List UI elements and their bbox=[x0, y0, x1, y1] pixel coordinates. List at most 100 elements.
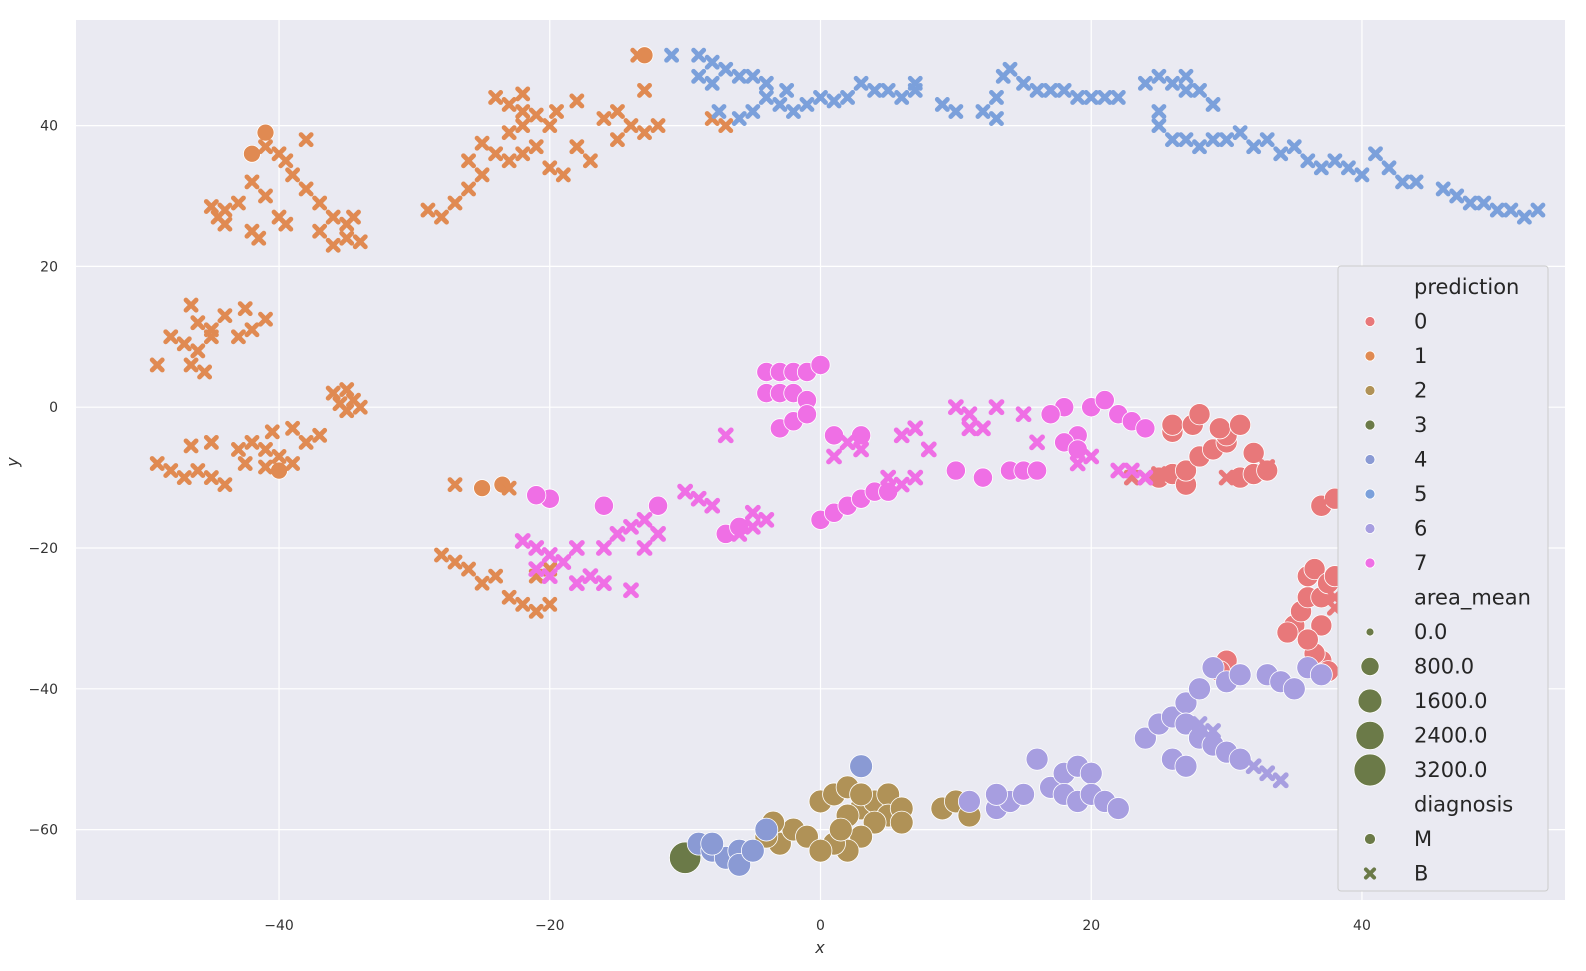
data-point bbox=[637, 125, 652, 141]
data-point bbox=[542, 118, 558, 134]
legend-entry-area-mean: 800.0 bbox=[1414, 655, 1474, 679]
data-point bbox=[813, 89, 828, 105]
data-point bbox=[285, 167, 301, 183]
data-point bbox=[461, 561, 477, 577]
data-point bbox=[1178, 82, 1194, 98]
data-point bbox=[528, 107, 544, 123]
data-point bbox=[1151, 466, 1167, 482]
data-point bbox=[593, 495, 614, 516]
data-point bbox=[447, 554, 463, 570]
data-point bbox=[278, 153, 294, 169]
data-point bbox=[582, 568, 599, 585]
data-point bbox=[1161, 413, 1184, 436]
data-point bbox=[1354, 167, 1370, 183]
data-point bbox=[1106, 797, 1130, 820]
data-point bbox=[1133, 726, 1157, 750]
data-point bbox=[1368, 146, 1383, 162]
data-point bbox=[1192, 139, 1207, 155]
data-point bbox=[312, 427, 328, 443]
data-point bbox=[244, 174, 260, 190]
data-point bbox=[810, 354, 831, 376]
data-point bbox=[271, 449, 287, 464]
data-point bbox=[677, 483, 694, 500]
data-point bbox=[1516, 209, 1532, 225]
data-point bbox=[957, 790, 981, 813]
legend-box bbox=[1337, 265, 1549, 892]
data-point bbox=[203, 322, 219, 338]
data-point bbox=[740, 838, 765, 863]
data-point bbox=[1276, 621, 1299, 644]
data-point bbox=[779, 82, 795, 98]
data-point bbox=[1300, 153, 1316, 169]
data-point bbox=[582, 153, 598, 169]
data-point bbox=[1218, 469, 1235, 486]
legend-entry-prediction: 4 bbox=[1414, 448, 1427, 472]
legend-size-marker bbox=[1353, 753, 1387, 787]
data-points bbox=[149, 46, 1546, 877]
legend-marker bbox=[1364, 316, 1376, 327]
data-point bbox=[907, 75, 923, 91]
data-point bbox=[826, 448, 842, 465]
legend-entry-prediction: 3 bbox=[1414, 413, 1427, 437]
data-point bbox=[258, 441, 273, 457]
legend-entry-area-mean: 0.0 bbox=[1414, 620, 1447, 644]
data-point bbox=[650, 118, 666, 134]
y-tick-label: −40 bbox=[28, 682, 58, 698]
data-point bbox=[203, 434, 219, 450]
data-point bbox=[596, 575, 612, 592]
data-point bbox=[298, 181, 314, 197]
data-point bbox=[526, 485, 547, 506]
data-point bbox=[488, 89, 504, 105]
data-point bbox=[1408, 174, 1424, 190]
data-point bbox=[1137, 75, 1153, 91]
data-point bbox=[569, 139, 585, 155]
data-point bbox=[1296, 628, 1319, 651]
data-point bbox=[889, 810, 914, 835]
data-point bbox=[596, 111, 612, 127]
data-point bbox=[744, 504, 761, 521]
data-point bbox=[637, 82, 652, 98]
data-point bbox=[711, 104, 727, 119]
data-point bbox=[434, 209, 449, 225]
data-point bbox=[501, 589, 517, 605]
data-point bbox=[501, 97, 517, 112]
data-point bbox=[636, 511, 653, 528]
data-point bbox=[434, 547, 449, 563]
data-point bbox=[256, 123, 275, 142]
data-point bbox=[501, 125, 517, 141]
data-point bbox=[515, 118, 531, 134]
data-point bbox=[1025, 747, 1049, 771]
data-point bbox=[1503, 202, 1519, 218]
data-point bbox=[1027, 460, 1048, 481]
legend-entry-prediction: 7 bbox=[1414, 551, 1427, 575]
x-tick-label: 20 bbox=[1082, 918, 1100, 934]
data-point bbox=[1043, 82, 1059, 98]
data-point bbox=[541, 547, 558, 563]
data-point bbox=[1083, 448, 1100, 465]
data-point bbox=[420, 202, 436, 218]
data-point bbox=[972, 467, 993, 488]
x-tick-label: 0 bbox=[816, 918, 825, 934]
data-point bbox=[447, 195, 463, 211]
legend-entry-prediction: 1 bbox=[1414, 344, 1427, 368]
data-point bbox=[880, 469, 897, 486]
data-point bbox=[849, 782, 873, 807]
data-point bbox=[1273, 146, 1289, 162]
grid-lines bbox=[76, 20, 1565, 900]
data-point bbox=[1381, 160, 1397, 176]
data-point bbox=[1040, 404, 1061, 425]
data-point bbox=[163, 463, 179, 479]
data-point bbox=[244, 322, 260, 338]
data-point bbox=[731, 68, 747, 84]
data-point bbox=[1282, 677, 1306, 701]
data-point bbox=[474, 167, 490, 183]
data-point bbox=[947, 399, 964, 416]
legend-marker bbox=[1364, 488, 1376, 500]
data-point bbox=[298, 132, 314, 148]
data-point bbox=[541, 568, 558, 585]
data-point bbox=[894, 89, 910, 105]
data-point bbox=[745, 104, 761, 119]
data-point bbox=[501, 480, 517, 496]
data-point bbox=[664, 47, 680, 63]
data-point bbox=[1259, 765, 1276, 782]
